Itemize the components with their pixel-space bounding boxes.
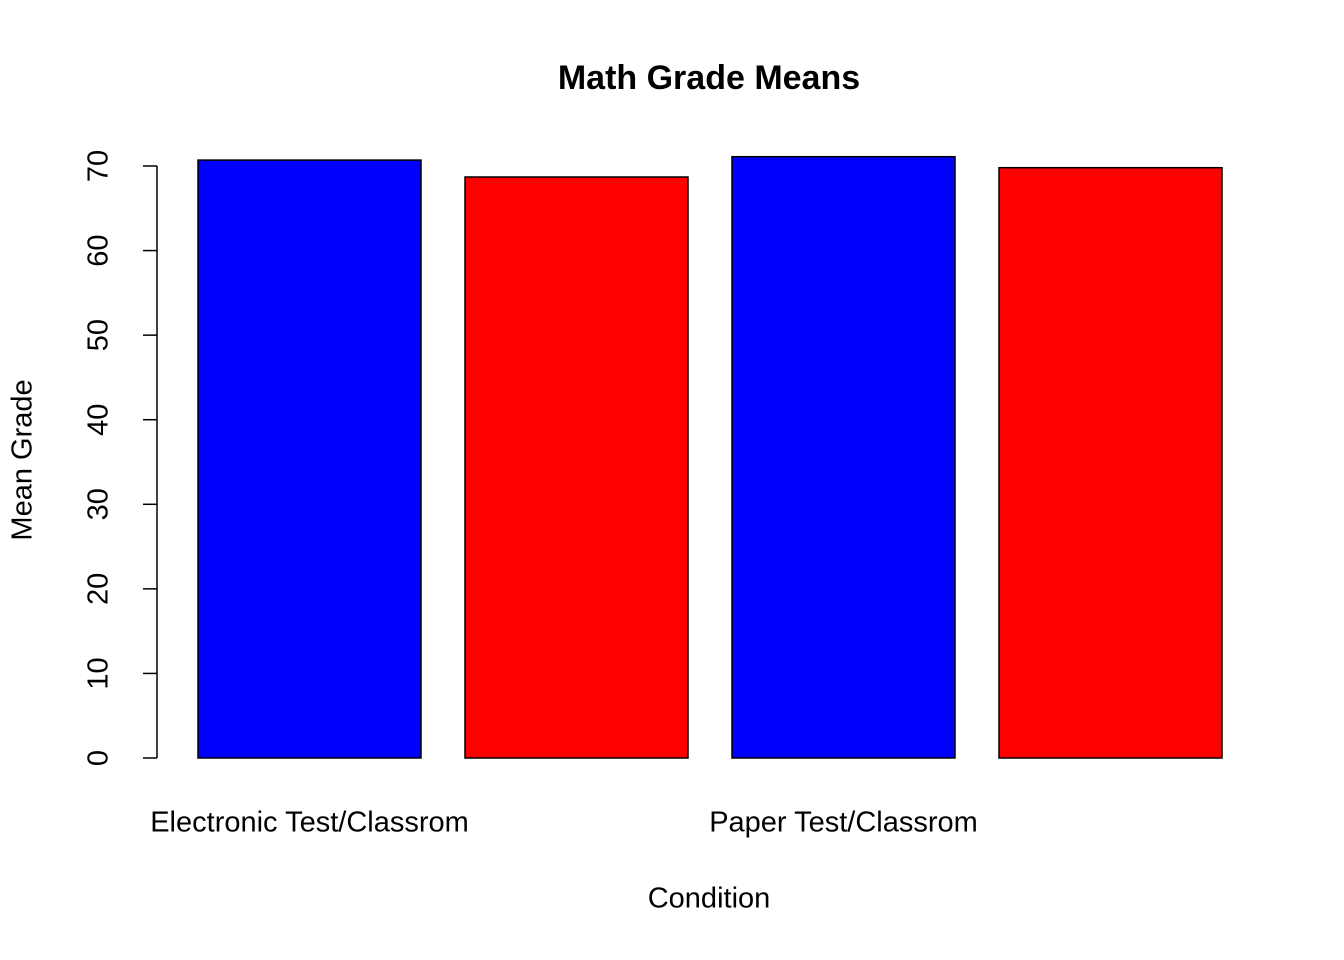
y-axis-label: Mean Grade — [7, 379, 39, 540]
y-tick-label: 70 — [83, 150, 115, 182]
y-tick-label: 50 — [83, 319, 115, 351]
chart-title: Math Grade Means — [558, 59, 860, 97]
y-tick-label: 0 — [83, 750, 115, 766]
y-tick-label: 20 — [83, 573, 115, 605]
bar — [998, 166, 1223, 759]
y-tick-label: 30 — [83, 488, 115, 520]
x-tick-label: Electronic Test/Classrom — [150, 807, 469, 839]
bar — [464, 176, 689, 759]
bar — [197, 159, 422, 759]
x-axis-label: Condition — [648, 883, 771, 915]
x-tick-label: Paper Test/Classrom — [709, 807, 978, 839]
y-tick-label: 10 — [83, 657, 115, 689]
y-tick-label: 60 — [83, 234, 115, 266]
y-tick-label: 40 — [83, 404, 115, 436]
bar — [731, 155, 956, 759]
